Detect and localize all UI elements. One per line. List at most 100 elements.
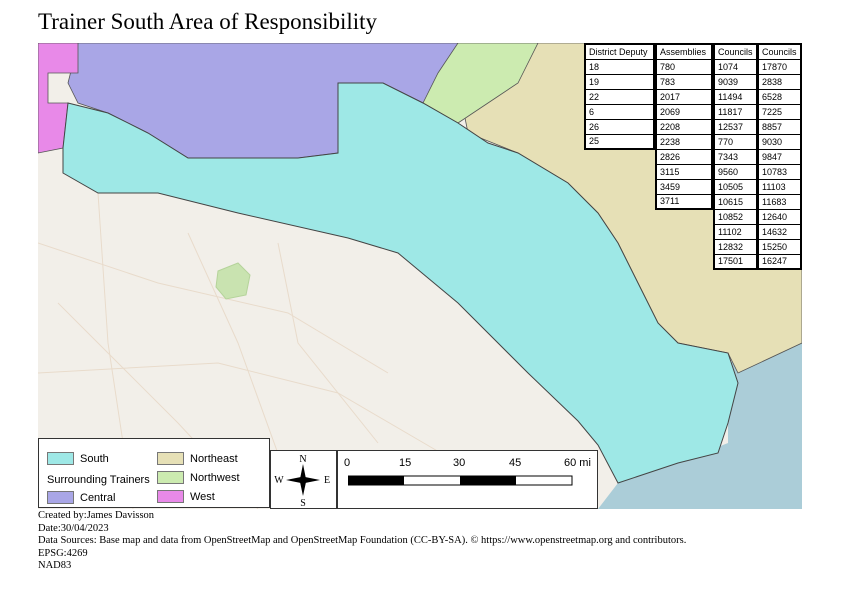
table-body: 780 783 2017 2069 2208 2238 2826 3115 3459 3711 (655, 58, 713, 210)
table-row: 2826 (655, 148, 713, 165)
table-row: 14632 (757, 223, 802, 240)
table-cell: 6528 (757, 88, 802, 105)
table-cell: 1074 (713, 58, 758, 75)
compass-n: N (299, 454, 306, 465)
table-row: 11103 (757, 178, 802, 195)
table-header: Assemblies (655, 43, 713, 60)
table-row: 12537 (713, 118, 758, 135)
table-row: 9847 (757, 148, 802, 165)
assemblies-table: Assemblies 780 783 2017 2069 2208 2238 2826 311… (655, 43, 713, 210)
table-cell: 12640 (757, 208, 802, 225)
ocean (598, 343, 802, 509)
table-cell: 17501 (713, 253, 758, 270)
legend-label: West (190, 490, 215, 503)
table-row: 11102 (713, 223, 758, 240)
table-cell: 2208 (655, 118, 713, 135)
table-cell: 12832 (713, 238, 758, 255)
legend-surrounding-title: Surrounding Trainers (47, 474, 150, 486)
table-row: 19 (584, 73, 655, 90)
table-cell: 16247 (757, 253, 802, 270)
table-header: Councils (713, 43, 758, 60)
compass-w: W (274, 475, 284, 486)
table-cell: 11102 (713, 223, 758, 240)
table-row: 9039 (713, 73, 758, 90)
table-cell: 2017 (655, 88, 713, 105)
table-cell: 3115 (655, 163, 713, 180)
region-west (38, 43, 79, 154)
table-row: 17870 (757, 58, 802, 75)
table-row: 10615 (713, 193, 758, 210)
legend-item-south: South (47, 452, 109, 465)
table-row: 6528 (757, 88, 802, 105)
compass-s: S (300, 498, 306, 508)
north-arrow: N S W E (270, 450, 337, 509)
table-row: 2208 (655, 118, 713, 135)
table-row: 26 (584, 118, 655, 135)
south-swatch (47, 452, 74, 465)
table-body: 17870 2838 6528 7225 8857 9030 9847 10783 11103 1… (757, 58, 802, 270)
compass-rose-icon: N S W E (274, 454, 330, 509)
legend-label: Central (80, 491, 116, 504)
table-cell: 780 (655, 58, 713, 75)
legend-item-central: Central (47, 491, 115, 504)
central-swatch (47, 491, 74, 504)
table-row: 22 (584, 88, 655, 105)
region-south (62, 82, 739, 484)
table-row: 11494 (713, 88, 758, 105)
table-cell: 11817 (713, 103, 758, 120)
table-cell: 19 (584, 73, 655, 90)
table-row: 9030 (757, 133, 802, 150)
table-row: 2838 (757, 73, 802, 90)
table-row: 783 (655, 73, 713, 90)
compass-e: E (324, 475, 330, 486)
table-row: 2069 (655, 103, 713, 120)
table-cell: 10852 (713, 208, 758, 225)
credit-author: Created by:James Davisson (38, 510, 155, 521)
table-row: 3459 (655, 178, 713, 195)
table-cell: 18 (584, 58, 655, 75)
table-row: 1074 (713, 58, 758, 75)
credit-datum: NAD83 (38, 560, 72, 571)
scale-tick-15: 15 (399, 457, 412, 469)
table-row: 3115 (655, 163, 713, 180)
councils-table-1: Councils 1074 9039 11494 11817 12537 770 7343 9… (713, 43, 758, 270)
northwest-swatch (157, 471, 184, 484)
legend-label: Surrounding Trainers (47, 474, 150, 486)
credit-epsg: EPSG:4269 (38, 547, 88, 559)
table-cell: 2826 (655, 148, 713, 165)
table-cell: 15250 (757, 238, 802, 255)
credit-sources: Data Sources: Base map and data from Ope… (38, 535, 687, 546)
table-cell: 7225 (757, 103, 802, 120)
table-row: 770 (713, 133, 758, 150)
table-row: 25 (584, 133, 655, 150)
table-cell: 770 (713, 133, 758, 150)
table-cell: 11683 (757, 193, 802, 210)
table-cell: 10615 (713, 193, 758, 210)
table-row: 2238 (655, 133, 713, 150)
table-row: 3711 (655, 193, 713, 210)
table-cell: 11494 (713, 88, 758, 105)
table-row: 18 (584, 58, 655, 75)
legend-label: South (80, 452, 109, 465)
table-row: 10783 (757, 163, 802, 180)
district-deputy-table: District Deputy 18 19 22 6 26 25 (584, 43, 655, 150)
scale-tick-30: 30 (453, 457, 466, 469)
scale-tick-0: 0 (344, 457, 351, 469)
table-cell: 25 (584, 133, 655, 150)
table-body: 1074 9039 11494 11817 12537 770 7343 9560 10505 1… (713, 58, 758, 270)
northeast-swatch (157, 452, 184, 465)
table-row: 10852 (713, 208, 758, 225)
credit-date: Date:30/04/2023 (38, 522, 109, 534)
table-cell: 6 (584, 103, 655, 120)
legend-label: Northwest (190, 471, 240, 484)
table-cell: 9560 (713, 163, 758, 180)
legend-item-northeast: Northeast (157, 452, 238, 465)
table-cell: 3459 (655, 178, 713, 195)
scale-tick-60: 60 mi (564, 457, 591, 469)
table-cell: 2238 (655, 133, 713, 150)
table-cell: 11103 (757, 178, 802, 195)
table-cell: 10783 (757, 163, 802, 180)
table-cell: 783 (655, 73, 713, 90)
table-cell: 8857 (757, 118, 802, 135)
legend-item-northwest: Northwest (157, 471, 240, 484)
